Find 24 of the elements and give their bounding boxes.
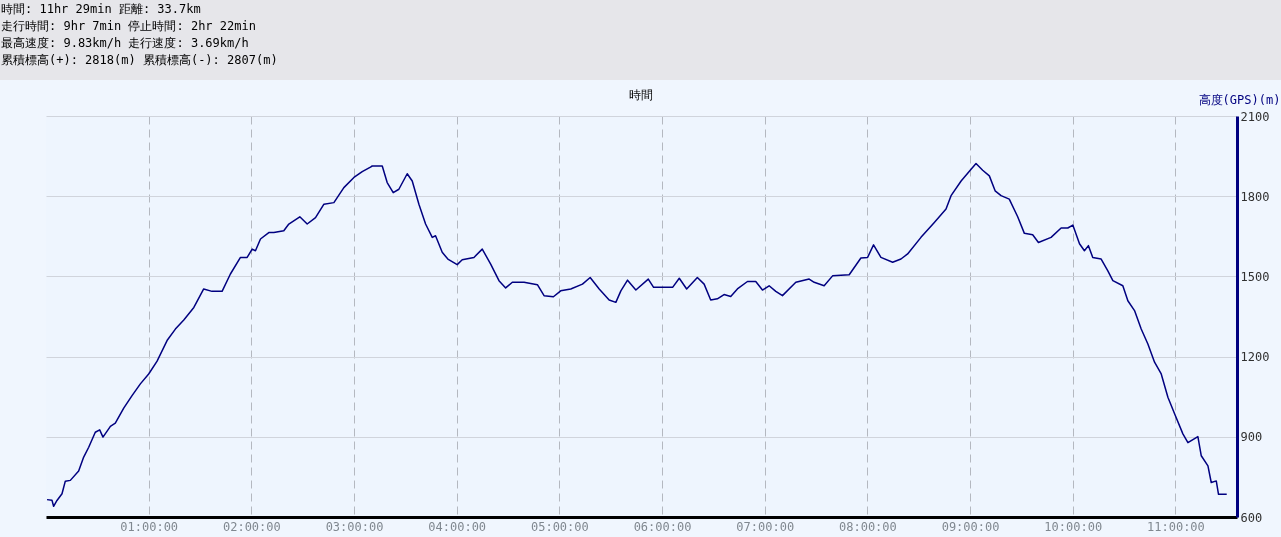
x-tick-label: 07:00:00 [736, 519, 795, 534]
y-tick-label: 600 [1240, 510, 1263, 525]
x-tick-label: 06:00:00 [633, 519, 692, 534]
y-tick-label: 1500 [1240, 269, 1270, 284]
x-axis-title: 時間 [628, 88, 653, 102]
y-axis-title: 高度(GPS)(m) [1198, 92, 1281, 107]
x-tick-label: 03:00:00 [325, 519, 384, 534]
y-tick-label: 2100 [1240, 109, 1270, 124]
y-tick-label: 1200 [1240, 350, 1270, 365]
y-tick-label: 1800 [1240, 189, 1270, 204]
x-tick-label: 08:00:00 [838, 519, 897, 534]
text: 時間: 11hr 29min 距離: 33.7km [1, 1, 202, 18]
x-tick-label: 05:00:00 [530, 519, 589, 534]
x-tick-label: 10:00:00 [1044, 519, 1103, 534]
line-series [46, 162, 1228, 508]
x-tick-label: 01:00:00 [120, 519, 179, 534]
text: 走行時間: 9hr 7min 停止時間: 2hr 22min [1, 18, 257, 35]
y-tick-label: 900 [1240, 430, 1263, 445]
text: 累積標高(+): 2818(m) 累積標高(-): 2807(m) [1, 52, 279, 69]
x-tick-label: 11:00:00 [1147, 519, 1205, 534]
x-tick-label: 09:00:00 [941, 519, 1000, 534]
x-tick-label: 02:00:00 [222, 519, 281, 534]
text: 最高速度: 9.83km/h 走行速度: 3.69km/h [1, 35, 250, 52]
x-tick-label: 04:00:00 [428, 519, 487, 534]
